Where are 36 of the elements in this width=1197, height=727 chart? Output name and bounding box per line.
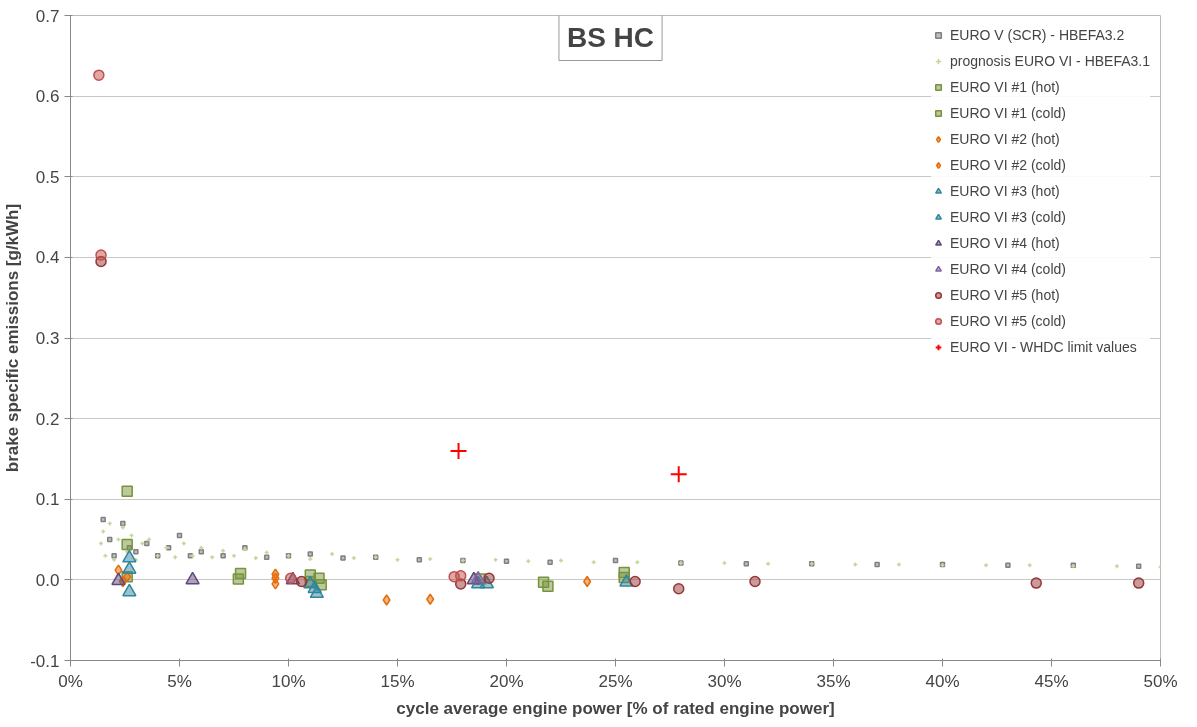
y-axis-title: brake specific emissions [g/kWh] xyxy=(3,203,23,473)
x-tick-label: 30% xyxy=(707,671,742,691)
legend-label: EURO VI #4 (hot) xyxy=(950,234,1060,252)
x-tick-label: 35% xyxy=(816,671,851,691)
legend-label: EURO VI #2 (hot) xyxy=(950,130,1060,148)
y-tick-label: -0.1 xyxy=(30,651,60,671)
legend-label: EURO VI #1 (cold) xyxy=(950,104,1066,122)
x-tick-label: 5% xyxy=(167,671,192,691)
x-tick-label: 15% xyxy=(380,671,415,691)
legend-label: prognosis EURO VI - HBEFA3.1 xyxy=(950,52,1150,70)
y-tick-label: 0.6 xyxy=(35,87,60,107)
legend-label: EURO VI #3 (hot) xyxy=(950,182,1060,200)
x-tick-label: 25% xyxy=(598,671,633,691)
legend-label: EURO VI #1 (hot) xyxy=(950,78,1060,96)
y-tick-label: 0.5 xyxy=(35,167,60,187)
legend-label: EURO VI - WHDC limit values xyxy=(950,338,1137,356)
x-axis-title: cycle average engine power [% of rated engine power] xyxy=(396,698,835,718)
legend-label: EURO VI #3 (cold) xyxy=(950,208,1066,226)
x-tick-label: 20% xyxy=(489,671,524,691)
x-tick-label: 40% xyxy=(925,671,960,691)
y-tick-label: 0.1 xyxy=(35,490,60,510)
chart-title: BS HC xyxy=(566,21,655,53)
legend-label: EURO VI #2 (cold) xyxy=(950,156,1066,174)
x-tick-label: 10% xyxy=(271,671,306,691)
x-tick-label: 45% xyxy=(1034,671,1069,691)
legend-label: EURO VI #5 (cold) xyxy=(950,312,1066,330)
y-tick-label: 0.3 xyxy=(35,329,60,348)
y-tick-label: 0.4 xyxy=(35,248,60,268)
x-tick-label: 0% xyxy=(58,671,83,691)
x-tick-label: 50% xyxy=(1143,671,1178,691)
legend-label: EURO VI #5 (hot) xyxy=(950,286,1060,304)
legend-label: EURO VI #4 (cold) xyxy=(950,260,1066,278)
legend-label: EURO V (SCR) - HBEFA3.2 xyxy=(950,26,1125,44)
y-tick-label: 0.0 xyxy=(35,570,60,590)
y-tick-label: 0.7 xyxy=(35,6,60,26)
y-tick-label: 0.2 xyxy=(35,409,60,429)
